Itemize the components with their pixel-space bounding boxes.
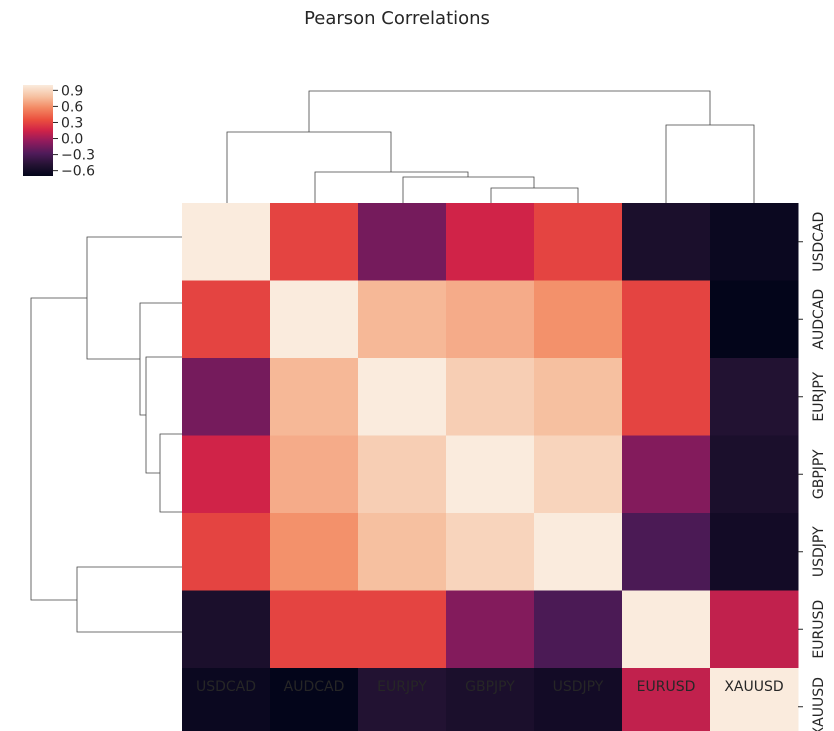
heatmap-cell [182, 358, 271, 436]
dendrogram-link [30, 297, 87, 601]
heatmap-cell [446, 590, 535, 669]
heatmap-cell [710, 668, 799, 731]
y-tick-label: EURUSD [811, 600, 827, 659]
colorbar-tick-label: 0.3 [61, 115, 83, 131]
heatmap-cell [622, 280, 711, 359]
heatmap-cell [622, 590, 711, 669]
row-dendrogram [30, 236, 182, 633]
dendrogram-link [402, 176, 535, 203]
heatmap-cell [358, 435, 447, 514]
dendrogram-link [159, 433, 182, 513]
heatmap-cell [270, 668, 359, 731]
heatmap-cell [358, 203, 447, 281]
heatmap-cell [358, 668, 447, 731]
heatmap-cell [270, 203, 359, 281]
colorbar: 0.90.60.30.0−0.3−0.6 [23, 83, 95, 180]
heatmap-cell [446, 203, 535, 281]
heatmap-cell [182, 668, 271, 731]
x-tick-label: AUDCAD [284, 679, 345, 695]
heatmap-cell [622, 513, 711, 591]
heatmap-cell [534, 435, 623, 514]
dendrogram-link [226, 131, 392, 203]
colorbar-tick-label: −0.3 [61, 148, 95, 164]
x-tick-label: GBPJPY [465, 679, 515, 695]
y-tick-label: USDCAD [811, 212, 827, 272]
colorbar-tick-label: 0.6 [61, 99, 83, 115]
dendrogram-link [665, 124, 755, 203]
heatmap-cell [270, 590, 359, 669]
heatmap-cell [710, 435, 799, 514]
colorbar-tick-label: 0.0 [61, 132, 83, 148]
dendrogram-link [86, 236, 182, 360]
y-axis-tick-labels: USDCAD AUDCAD EURJPY GBPJPY USDJPY EURUSD XAUU… [798, 212, 827, 731]
heatmap-cell [446, 358, 535, 436]
heatmap-cell [358, 590, 447, 669]
heatmap-cell [358, 280, 447, 359]
heatmap-cell [446, 668, 535, 731]
dendrogram-link [145, 356, 182, 474]
chart-title: Pearson Correlations [304, 8, 490, 29]
y-tick-label: AUDCAD [811, 289, 827, 350]
heatmap-cell [270, 435, 359, 514]
x-tick-label: USDJPY [553, 679, 604, 695]
x-tick-label: XAUUSD [724, 679, 783, 695]
dendrogram-link [308, 90, 711, 132]
heatmap-cell [182, 203, 271, 281]
y-tick-label: EURJPY [811, 371, 827, 421]
heatmap-cell [534, 513, 623, 591]
y-tick-label: GBPJPY [811, 449, 827, 499]
heatmap-cell [622, 203, 711, 281]
colorbar-tick-label: 0.9 [61, 83, 83, 99]
heatmap-cell [182, 435, 271, 514]
heatmap-cell [534, 203, 623, 281]
heatmap-cell [270, 358, 359, 436]
heatmap-cell [182, 280, 271, 359]
colorbar-gradient [23, 85, 53, 176]
colorbar-tick-label: −0.6 [61, 164, 95, 180]
heatmap-cell [710, 358, 799, 436]
heatmap-cell [534, 358, 623, 436]
heatmap-cell [710, 513, 799, 591]
heatmap-cell [710, 203, 799, 281]
heatmap-cell [534, 280, 623, 359]
dendrogram-link [490, 187, 579, 203]
heatmap-cell [622, 668, 711, 731]
dendrogram-link [314, 171, 469, 203]
y-tick-label: XAUUSD [811, 677, 827, 731]
x-tick-label: USDCAD [196, 679, 256, 695]
heatmap-grid [182, 203, 799, 731]
heatmap-cell [534, 668, 623, 731]
x-tick-label: EURJPY [377, 679, 427, 695]
heatmap-cell [446, 280, 535, 359]
column-dendrogram [226, 90, 755, 203]
heatmap-cell [182, 513, 271, 591]
heatmap-cell [622, 435, 711, 514]
heatmap-cell [358, 358, 447, 436]
heatmap-cell [270, 513, 359, 591]
dendrogram-link [76, 566, 182, 633]
heatmap-cell [270, 280, 359, 359]
heatmap-cell [182, 590, 271, 669]
heatmap-cell [710, 280, 799, 359]
heatmap-cell [358, 513, 447, 591]
x-tick-label: EURUSD [637, 679, 696, 695]
x-axis-tick-labels: USDCAD AUDCAD EURJPY GBPJPY USDJPY EURUSD XAUU… [196, 679, 784, 695]
y-tick-label: USDJPY [811, 526, 827, 577]
heatmap-cell [446, 435, 535, 514]
heatmap-cell [534, 590, 623, 669]
heatmap-cell [622, 358, 711, 436]
heatmap-cell [446, 513, 535, 591]
heatmap-cell [710, 590, 799, 669]
